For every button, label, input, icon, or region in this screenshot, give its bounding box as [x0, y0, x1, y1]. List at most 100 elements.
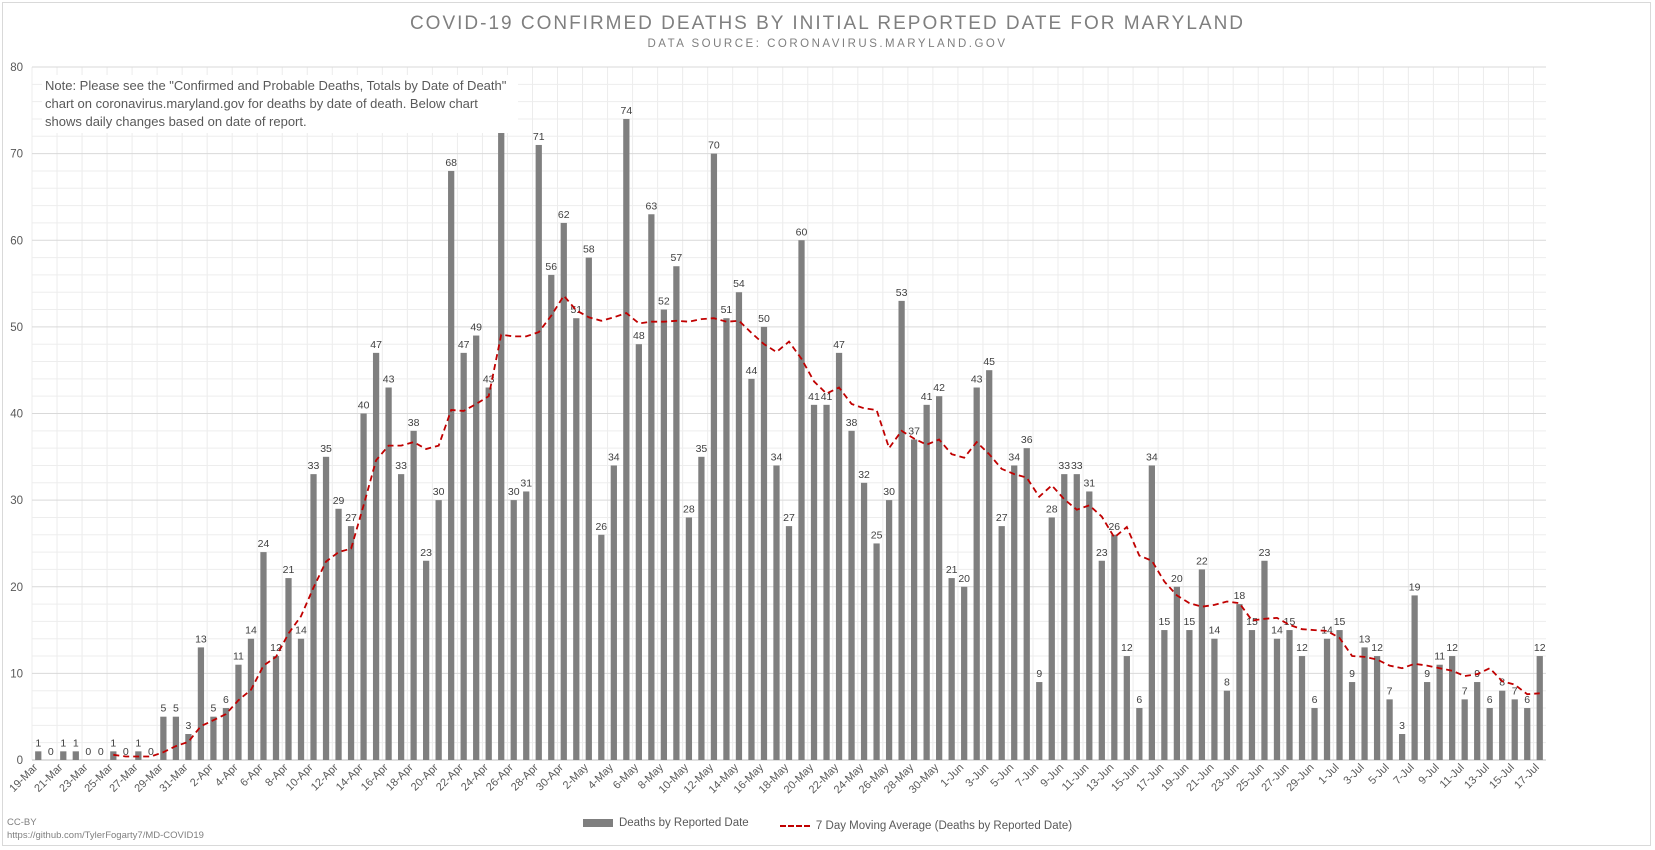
x-tick-label: 11-Jul — [1438, 762, 1467, 791]
chart-subtitle: DATA SOURCE: CORONAVIRUS.MARYLAND.GOV — [647, 38, 1008, 50]
bar-data-label: 0 — [48, 746, 54, 758]
bar — [648, 214, 655, 760]
bar — [535, 144, 542, 760]
bar — [60, 751, 67, 760]
bar — [835, 352, 843, 760]
bar-data-label: 1 — [35, 737, 41, 749]
bar — [1061, 474, 1068, 760]
bar — [347, 526, 355, 760]
x-tick-label: 3-Jul — [1341, 762, 1366, 787]
bar-data-label: 28 — [683, 503, 695, 515]
bar — [773, 465, 780, 760]
bar — [1336, 630, 1343, 760]
x-tick-label: 4-May — [586, 761, 616, 791]
bar — [848, 430, 855, 760]
bar-data-label: 58 — [583, 244, 595, 256]
bar-data-label: 68 — [445, 157, 457, 169]
note-line: Note: Please see the "Confirmed and Prob… — [45, 78, 507, 93]
bar — [35, 751, 42, 760]
x-tick-label: 7-Jul — [1391, 762, 1416, 787]
credit-license: CC-BY — [7, 817, 37, 828]
bar — [548, 274, 555, 760]
bar — [397, 474, 405, 760]
note-line: chart on coronavirus.maryland.gov for de… — [45, 96, 478, 111]
bar — [1186, 630, 1193, 760]
bar — [1248, 630, 1256, 760]
bar — [473, 335, 480, 760]
bar — [823, 404, 830, 760]
bar-data-label: 21 — [283, 564, 295, 576]
bar-data-label: 38 — [846, 417, 858, 429]
bar — [235, 664, 242, 760]
x-tick-label: 4-Apr — [213, 761, 241, 789]
y-tick-label: 20 — [10, 582, 23, 594]
x-tick-label: 2-Apr — [188, 761, 216, 789]
bar-data-label: 9 — [1349, 668, 1355, 680]
bar-data-label: 6 — [1136, 694, 1142, 706]
x-tick-label: 16-Apr — [359, 761, 391, 793]
bar-data-label: 34 — [1146, 451, 1158, 463]
bar-data-label: 33 — [1058, 460, 1070, 472]
bar-data-label: 22 — [1196, 555, 1208, 567]
bar — [1011, 465, 1018, 760]
bar — [598, 534, 605, 760]
bar — [1261, 560, 1268, 760]
bar — [72, 751, 79, 760]
note-line: shows daily changes based on date of rep… — [45, 114, 307, 129]
bar-data-label: 43 — [383, 374, 395, 386]
bar — [335, 508, 342, 760]
bar-data-label: 50 — [758, 313, 770, 325]
bar — [197, 647, 205, 760]
bar-data-label: 34 — [608, 451, 620, 463]
bar — [1298, 656, 1306, 760]
bar — [1486, 708, 1493, 760]
chart-legend: Deaths by Reported Date 7 Day Moving Ave… — [0, 817, 1655, 832]
bar — [1361, 647, 1368, 760]
bar-data-label: 12 — [1446, 642, 1458, 654]
bar — [1474, 682, 1481, 760]
bar-data-label: 6 — [1524, 694, 1530, 706]
bar-data-label: 42 — [933, 382, 945, 394]
bar-data-label: 41 — [821, 391, 833, 403]
bar — [585, 257, 592, 760]
bar — [172, 716, 180, 760]
x-tick-label: 30-Apr — [534, 761, 566, 793]
bar-data-label: 63 — [646, 200, 658, 212]
bar-data-label: 30 — [433, 486, 445, 498]
bar-data-label: 1 — [60, 737, 66, 749]
bar — [1023, 448, 1030, 760]
bar-data-label: 71 — [533, 131, 545, 143]
moving-average-series — [113, 294, 1540, 758]
bar — [1398, 734, 1406, 760]
bar-data-label: 47 — [458, 339, 470, 351]
bar-data-label: 12 — [1296, 642, 1308, 654]
bar — [1449, 656, 1456, 760]
bar — [372, 352, 380, 760]
bar — [247, 638, 255, 760]
chart-title: COVID-19 CONFIRMED DEATHS BY INITIAL REP… — [409, 13, 1246, 34]
bar — [1511, 699, 1518, 760]
moving-average-line — [113, 294, 1540, 758]
bar — [498, 118, 505, 761]
bar-data-label: 6 — [1312, 694, 1318, 706]
bar — [1123, 656, 1130, 760]
bar-data-label: 43 — [483, 374, 495, 386]
bar — [210, 716, 217, 760]
bar — [1499, 690, 1506, 760]
x-tick-label: 5-Jun — [988, 762, 1016, 790]
bar — [435, 500, 442, 760]
bar — [1286, 630, 1293, 760]
bar-data-label: 0 — [98, 746, 104, 758]
legend-item-bars: Deaths by Reported Date — [582, 817, 749, 829]
bar-data-label: 3 — [1399, 720, 1405, 732]
bar — [1461, 699, 1468, 760]
bar-data-label: 3 — [185, 720, 191, 732]
bar-data-label: 14 — [295, 625, 307, 637]
y-tick-label: 60 — [10, 235, 23, 247]
y-tick-label: 80 — [10, 62, 23, 74]
x-tick-label: 12-Apr — [309, 761, 341, 793]
bar-data-label: 23 — [420, 547, 432, 559]
bar-data-label: 14 — [245, 625, 257, 637]
x-tick-label: 2-May — [561, 761, 591, 791]
x-tick-label: 26-Apr — [484, 761, 516, 793]
